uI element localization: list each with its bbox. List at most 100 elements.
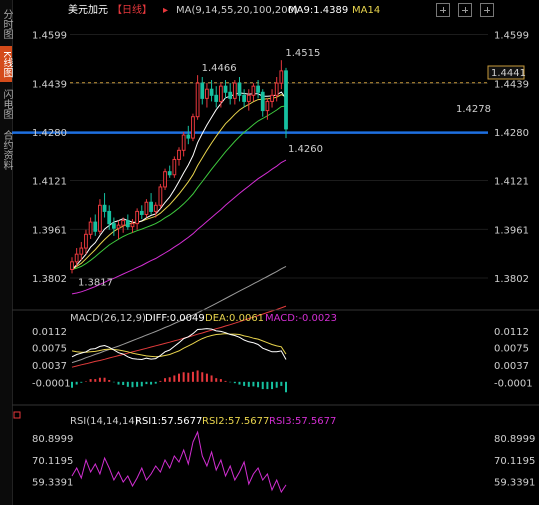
price-tick-right: 1.4121 bbox=[494, 177, 529, 188]
candle-body-up bbox=[251, 85, 256, 96]
sidebar-tab-kline[interactable]: K线图 bbox=[0, 46, 12, 82]
candle[interactable] bbox=[214, 86, 219, 108]
current-price-box bbox=[487, 65, 525, 80]
candle[interactable] bbox=[88, 217, 93, 239]
candle[interactable] bbox=[251, 83, 256, 102]
candle[interactable] bbox=[256, 80, 260, 99]
candle[interactable] bbox=[130, 219, 135, 233]
candle[interactable] bbox=[191, 113, 195, 142]
candle-body-up bbox=[218, 85, 223, 102]
candle[interactable] bbox=[84, 229, 88, 255]
candle-body-down bbox=[149, 201, 153, 212]
sidebar-tab-flash[interactable]: 闪电图 bbox=[1, 89, 12, 119]
candle[interactable] bbox=[125, 214, 130, 230]
candle[interactable] bbox=[163, 168, 167, 191]
candle[interactable] bbox=[260, 89, 265, 117]
candle[interactable] bbox=[107, 205, 112, 230]
price-tick-left: 1.3961 bbox=[32, 225, 67, 236]
candle-body-up bbox=[121, 220, 126, 226]
candle[interactable] bbox=[218, 83, 223, 108]
macd-tick-right: -0.0001 bbox=[494, 378, 533, 389]
candle[interactable] bbox=[237, 76, 242, 102]
candle-body-up bbox=[70, 261, 74, 270]
candle[interactable] bbox=[153, 202, 158, 218]
candle[interactable] bbox=[111, 217, 116, 236]
candle[interactable] bbox=[102, 193, 107, 218]
macd-tick-left: 0.0075 bbox=[32, 344, 67, 355]
candle[interactable] bbox=[139, 205, 144, 220]
candle[interactable] bbox=[70, 257, 74, 274]
low-annotation-start: 1.3817 bbox=[78, 277, 113, 288]
ma14-line bbox=[71, 94, 287, 270]
candle[interactable] bbox=[205, 83, 209, 108]
fullscreen-icon[interactable] bbox=[480, 3, 494, 17]
grid-icon[interactable] bbox=[458, 3, 472, 17]
candle[interactable] bbox=[223, 80, 228, 99]
candle[interactable] bbox=[195, 75, 200, 120]
candle[interactable] bbox=[246, 89, 251, 111]
candle[interactable] bbox=[284, 67, 288, 139]
candle[interactable] bbox=[172, 156, 177, 178]
candle[interactable] bbox=[116, 220, 121, 239]
candle[interactable] bbox=[177, 147, 181, 166]
candle[interactable] bbox=[274, 76, 279, 102]
candle[interactable] bbox=[98, 199, 102, 235]
candle[interactable] bbox=[228, 83, 233, 105]
candle[interactable] bbox=[265, 98, 270, 120]
macd-tick-right: 0.0037 bbox=[494, 361, 529, 372]
candle[interactable] bbox=[158, 183, 163, 209]
candle-body-down bbox=[242, 94, 247, 102]
candle-body-up bbox=[181, 134, 186, 151]
macd-panel: 0.0112 0.0075 0.0037 -0.0001 0.0112 0.0075 0.… bbox=[32, 327, 533, 393]
candle-body-up bbox=[191, 116, 195, 139]
rsi1-label: RSI1:57.5677 bbox=[135, 416, 202, 427]
candle-body-down bbox=[125, 220, 130, 228]
macd-tick-left: 0.0112 bbox=[32, 327, 67, 338]
candle[interactable] bbox=[74, 248, 79, 267]
macd-value-label: MACD:-0.0023 bbox=[265, 313, 337, 324]
candle[interactable] bbox=[232, 80, 237, 105]
candle[interactable] bbox=[279, 60, 284, 90]
candle[interactable] bbox=[242, 89, 247, 108]
candle[interactable] bbox=[135, 208, 140, 230]
candle-body-up bbox=[116, 224, 121, 229]
rsi-tick-right: 80.8999 bbox=[494, 434, 535, 445]
candle-body-up bbox=[270, 94, 274, 102]
candle[interactable] bbox=[200, 76, 205, 105]
period-icon[interactable]: ▸ bbox=[163, 5, 168, 16]
candle-body-down bbox=[139, 210, 144, 215]
rsi-tick-left: 80.8999 bbox=[32, 434, 73, 445]
candle-body-up bbox=[246, 94, 251, 102]
candle[interactable] bbox=[186, 125, 191, 145]
candle[interactable] bbox=[144, 199, 149, 218]
candle-body-down bbox=[214, 94, 219, 102]
candle-body-up bbox=[177, 149, 181, 160]
candle-body-down bbox=[228, 91, 233, 99]
candle[interactable] bbox=[270, 89, 274, 108]
candle[interactable] bbox=[121, 217, 126, 233]
candle[interactable] bbox=[167, 165, 172, 178]
period-label[interactable]: 【日线】 bbox=[112, 3, 152, 16]
candle[interactable] bbox=[93, 214, 98, 236]
macd-title: MACD(26,12,9) bbox=[70, 313, 146, 324]
candle[interactable] bbox=[181, 131, 186, 157]
candle-body-up bbox=[274, 82, 279, 96]
candle[interactable] bbox=[79, 241, 84, 261]
candle-body-down bbox=[186, 134, 191, 139]
zoom-in-icon[interactable] bbox=[436, 3, 450, 17]
sidebar-tab-timeshare[interactable]: 分时图 bbox=[1, 9, 12, 39]
candle[interactable] bbox=[209, 80, 214, 102]
rsi-tick-right: 70.1195 bbox=[494, 456, 535, 467]
candle-body-up bbox=[279, 70, 284, 84]
candle-body-up bbox=[158, 186, 163, 206]
macd-tick-right: 0.0075 bbox=[494, 344, 529, 355]
price-tick-left: 1.3802 bbox=[32, 274, 67, 285]
candle[interactable] bbox=[149, 193, 153, 215]
sidebar-tab-contract[interactable]: 合约资料 bbox=[1, 130, 12, 170]
rsi-settings-icon[interactable] bbox=[13, 411, 21, 419]
candle-body-up bbox=[153, 204, 158, 212]
diff-line bbox=[71, 328, 287, 361]
dea-line bbox=[71, 333, 287, 358]
rsi-tick-left: 59.3391 bbox=[32, 477, 73, 488]
